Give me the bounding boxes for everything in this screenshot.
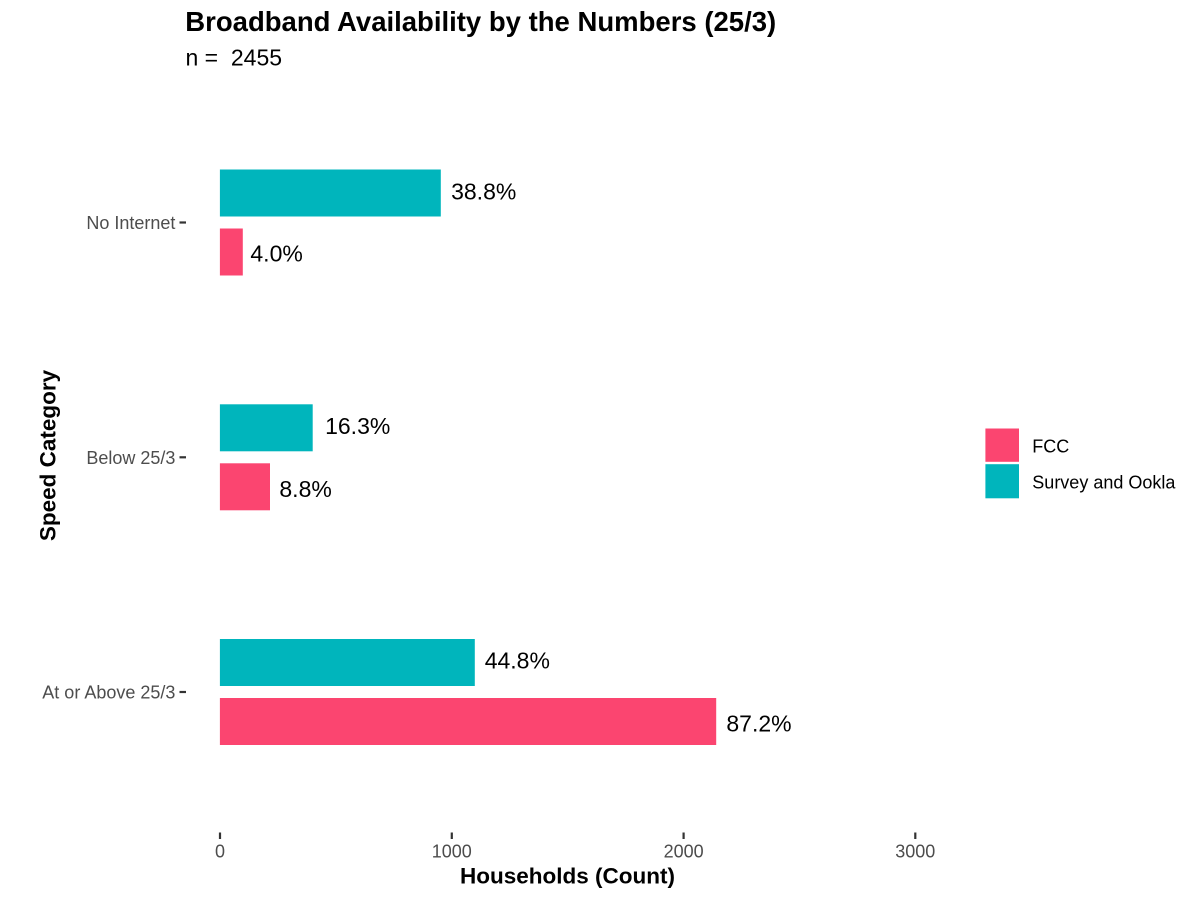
- svg-text:38.8%: 38.8%: [451, 179, 516, 205]
- svg-text:1000: 1000: [432, 842, 472, 862]
- svg-text:87.2%: 87.2%: [726, 711, 791, 737]
- svg-text:2000: 2000: [664, 842, 704, 862]
- svg-text:FCC: FCC: [1032, 436, 1069, 456]
- svg-text:No Internet: No Internet: [86, 213, 175, 233]
- svg-text:Households (Count): Households (Count): [460, 864, 675, 889]
- svg-text:8.8%: 8.8%: [279, 476, 331, 502]
- svg-text:Speed Category: Speed Category: [36, 369, 61, 541]
- svg-text:At or Above 25/3: At or Above 25/3: [42, 682, 175, 702]
- svg-text:Survey and Ookla: Survey and Ookla: [1032, 473, 1176, 493]
- svg-text:n = 2455: n = 2455: [186, 45, 283, 71]
- svg-text:Broadband Availability by the: Broadband Availability by the Numbers (2…: [185, 6, 776, 37]
- svg-text:Below 25/3: Below 25/3: [86, 448, 175, 468]
- svg-text:44.8%: 44.8%: [485, 648, 550, 674]
- svg-text:16.3%: 16.3%: [325, 413, 390, 439]
- svg-text:0: 0: [215, 842, 225, 862]
- svg-text:4.0%: 4.0%: [250, 241, 302, 267]
- svg-text:3000: 3000: [895, 842, 935, 862]
